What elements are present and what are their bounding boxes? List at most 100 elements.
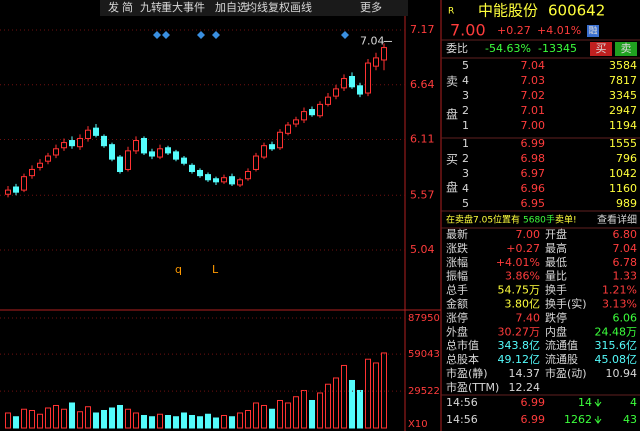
level-price: 7.04 xyxy=(521,59,546,72)
candle-body xyxy=(269,144,275,150)
candle-body xyxy=(5,189,11,195)
candle-body xyxy=(261,145,267,158)
volume-bar xyxy=(205,413,211,429)
stat-label: 总手 xyxy=(446,283,468,297)
candle-body xyxy=(381,47,387,61)
volume-bar xyxy=(29,409,35,429)
volume-bar xyxy=(333,377,339,429)
candle-body xyxy=(45,155,51,162)
stat-label: 流通值 xyxy=(545,338,578,352)
candle-body xyxy=(197,169,203,177)
volume-bar xyxy=(133,412,139,429)
candle-body xyxy=(29,168,35,177)
tick-time: 14:56 xyxy=(446,413,478,426)
volume-bar xyxy=(277,399,283,429)
level: 5 xyxy=(462,59,469,72)
candle-body xyxy=(221,177,227,183)
buy-button[interactable] xyxy=(590,42,612,56)
toolbar-item[interactable]: 九转 xyxy=(140,0,162,14)
stat-label: 金额 xyxy=(446,297,468,311)
stat-label: 市盈(TTM) xyxy=(446,380,499,394)
side-label: 卖 xyxy=(446,75,458,89)
volume-bar xyxy=(189,414,195,429)
stat-label: 涨跌 xyxy=(446,241,468,255)
toolbar-item[interactable]: 画线 xyxy=(290,0,312,14)
candle-body xyxy=(253,155,259,170)
y-tick-label: 59043 xyxy=(408,349,440,360)
candle-body xyxy=(341,78,347,89)
notice-link[interactable]: 查看详细 xyxy=(597,213,637,226)
volume-bar xyxy=(149,416,155,429)
scale-label: X10 xyxy=(408,419,428,430)
sell-button[interactable] xyxy=(615,42,637,56)
toolbar-item[interactable]: 均线 xyxy=(246,0,268,14)
volume-bar xyxy=(245,409,251,429)
volume-bar xyxy=(61,408,67,429)
toolbar-item[interactable]: 重大事件 xyxy=(161,0,205,14)
tick-count: 4 xyxy=(630,396,637,409)
tick-price: 6.99 xyxy=(521,413,546,426)
toolbar-item[interactable]: 发 xyxy=(108,0,119,14)
stat-value: 1.21% xyxy=(602,284,637,297)
volume-bar xyxy=(373,362,379,429)
candle-body xyxy=(373,57,379,67)
change: +0.27 xyxy=(497,24,531,37)
event-markers xyxy=(153,31,349,39)
stat-value: 49.12亿 xyxy=(498,353,541,366)
volume-bar xyxy=(253,402,259,429)
stat-label: 振幅 xyxy=(446,269,468,283)
y-tick-label: 5.04 xyxy=(410,243,435,256)
stat-value: 24.48万 xyxy=(595,325,638,338)
stat-value: +0.27 xyxy=(506,242,540,255)
level-price: 7.00 xyxy=(521,119,546,132)
volume-bar xyxy=(69,402,75,429)
candle-body xyxy=(301,111,307,121)
stat-value: 315.6亿 xyxy=(595,339,638,352)
tick-volume: 14 xyxy=(578,396,592,409)
level: 1 xyxy=(462,137,469,150)
volume-bar xyxy=(269,408,275,429)
price: 7.00 xyxy=(450,21,486,40)
buy-button-label[interactable]: 买 xyxy=(596,42,607,55)
level-volume: 3584 xyxy=(609,59,637,72)
stat-label: 市盈(静) xyxy=(446,366,488,380)
toolbar xyxy=(100,0,408,16)
volume-bar xyxy=(213,417,219,429)
sell-button-label[interactable]: 卖 xyxy=(621,42,632,55)
volume-bar xyxy=(157,413,163,429)
volume-bar xyxy=(365,358,371,429)
toolbar-item[interactable]: 更多 xyxy=(360,0,382,14)
y-tick-label: 29522 xyxy=(408,386,440,397)
candle-body xyxy=(237,179,243,186)
candle-body xyxy=(245,171,251,180)
ratio-diff: -13345 xyxy=(538,42,577,55)
toolbar-item[interactable]: 加自选 xyxy=(215,1,248,14)
level: 4 xyxy=(462,182,469,195)
candle-body xyxy=(77,137,83,148)
stat-label: 量比 xyxy=(545,270,567,283)
volume-bar xyxy=(165,414,171,429)
stat-value: 3.86% xyxy=(505,270,540,283)
candle-body xyxy=(149,151,155,157)
notice: 在卖盘7.05位置有 xyxy=(446,214,520,226)
toolbar-item[interactable]: 复权 xyxy=(268,0,290,14)
candle-body xyxy=(317,103,323,117)
level-price: 6.97 xyxy=(521,167,546,180)
level-price: 7.02 xyxy=(521,89,546,102)
stat-label: 总股本 xyxy=(446,352,479,366)
stat-value: 3.80亿 xyxy=(505,298,541,311)
volume-bar xyxy=(381,352,387,429)
pct: +4.01% xyxy=(537,24,581,37)
candle-body xyxy=(205,174,211,181)
side-label: 盘 xyxy=(446,180,458,195)
candle-body xyxy=(61,142,67,149)
down-arrow xyxy=(594,399,602,407)
stock-code: 600642 xyxy=(548,2,605,20)
candle-body xyxy=(181,157,187,164)
volume-bar xyxy=(101,409,107,429)
tag-bg xyxy=(587,25,599,37)
y-tick-label: 6.64 xyxy=(410,78,435,91)
toolbar-item[interactable]: 简 xyxy=(122,0,133,14)
candle-body xyxy=(349,75,355,88)
